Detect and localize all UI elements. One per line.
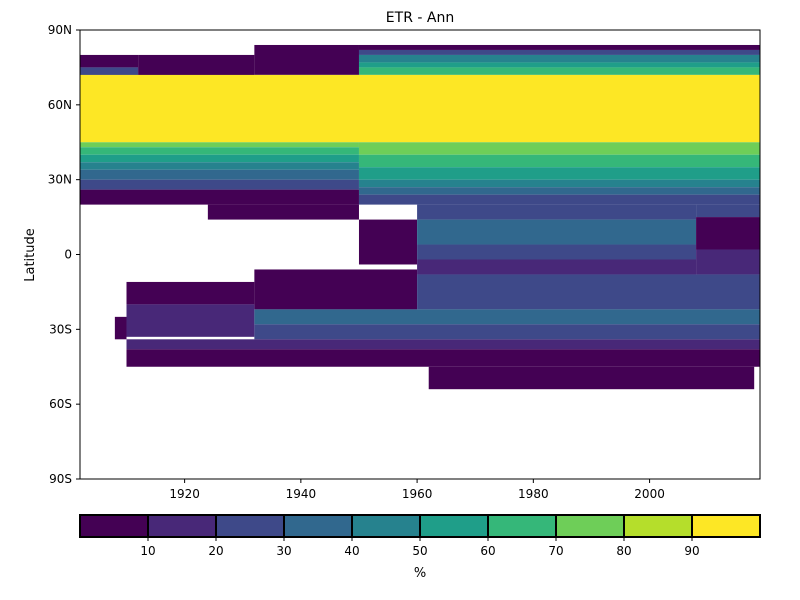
colorbar-bin-6	[487, 514, 557, 538]
heatmap-cell-7	[358, 62, 760, 68]
heatmap-cell-13	[80, 162, 359, 170]
heatmap-cell-0	[80, 54, 139, 68]
colorbar-tick-label: 10	[140, 544, 155, 558]
heatmap-cell-6	[358, 54, 760, 63]
heatmap-cell-22	[358, 194, 760, 205]
heatmap-cell-26	[417, 219, 697, 245]
heatmap-cell-18	[358, 154, 760, 168]
chart-title: ETR - Ann	[386, 10, 454, 26]
heatmap-cell-32	[254, 269, 418, 310]
heatmap-cell-12	[80, 154, 359, 163]
colorbar-bin-8	[623, 514, 693, 538]
heatmap-cell-29	[696, 204, 760, 218]
y-tick-label: 30S	[49, 322, 72, 336]
heatmap-cell-27	[417, 244, 697, 260]
heatmap-cell-31	[696, 249, 760, 275]
colorbar-tick-label: 40	[344, 544, 359, 558]
heatmap-cell-17	[358, 142, 760, 155]
colorbar-bin-1	[147, 514, 217, 538]
heatmap-cell-16	[80, 189, 359, 205]
heatmap-cell-40	[126, 349, 760, 367]
heatmap-cell-14	[80, 169, 359, 180]
heatmap-cell-19	[358, 167, 760, 180]
heatmap-cell-38	[254, 324, 761, 340]
x-tick-label: 1980	[518, 487, 549, 501]
heatmap-cell-36	[114, 316, 127, 340]
heatmap-cell-37	[254, 309, 761, 325]
heatmap-cell-23	[207, 204, 359, 220]
y-tick-label: 60S	[49, 397, 72, 411]
x-tick-label: 1960	[402, 487, 433, 501]
heatmap-cell-20	[358, 179, 760, 188]
heatmap-cell-5	[358, 49, 760, 55]
colorbar-bin-0	[79, 514, 149, 538]
colorbar-tick-label: 50	[412, 544, 427, 558]
heatmap-cell-11	[80, 147, 359, 155]
axes: 1920 1940 1960 1980 2000 90N 60N 30N 0 30S 60S 90S	[48, 23, 761, 501]
y-tick-label: 90N	[48, 23, 72, 37]
y-tick-label: 60N	[48, 98, 72, 112]
colorbar-bin-2	[215, 514, 285, 538]
x-tick-label: 1940	[286, 487, 317, 501]
y-axis-label: Latitude	[23, 228, 38, 282]
colorbar-tick-label: 20	[208, 544, 223, 558]
y-tick-label: 30N	[48, 173, 72, 187]
heatmap-cell-41	[428, 366, 755, 390]
colorbar-tick-label: 70	[548, 544, 563, 558]
colorbar-tick-label: 30	[276, 544, 291, 558]
heatmap-cell-35	[126, 304, 255, 337]
heatmap-cell-24	[358, 219, 418, 265]
heatmap-cell-15	[80, 179, 359, 190]
colorbar-tick-label: 90	[684, 544, 699, 558]
heatmap-cell-34	[126, 281, 255, 305]
colorbar-bin-3	[283, 514, 353, 538]
heatmap-cell-9	[80, 74, 760, 143]
heatmap-cell-21	[358, 187, 760, 195]
heatmap-cell-10	[80, 142, 359, 148]
x-tick-label: 2000	[634, 487, 665, 501]
y-tick-label: 0	[64, 248, 72, 262]
colorbar: 10 20 30 40 50 60 70 80 90	[79, 514, 761, 558]
heatmap-cell-30	[696, 217, 760, 250]
colorbar-tick-label: 60	[480, 544, 495, 558]
colorbar-bin-7	[555, 514, 625, 538]
y-tick-label: 90S	[49, 472, 72, 486]
heatmap-cell-25	[417, 204, 697, 220]
colorbar-label: %	[414, 566, 426, 581]
plot-area	[80, 44, 761, 390]
x-tick-label: 1920	[169, 487, 200, 501]
heatmap-cell-8	[358, 67, 760, 75]
colorbar-tick-label: 80	[616, 544, 631, 558]
colorbar-bin-4	[351, 514, 421, 538]
colorbar-bin-5	[419, 514, 489, 538]
heatmap-cell-4	[358, 44, 760, 50]
heatmap-cell-3	[254, 44, 359, 75]
colorbar-bin-9	[691, 514, 761, 538]
heatmap-cell-28	[417, 259, 697, 275]
heatmap-cell-33	[417, 274, 760, 310]
heatmap-cell-39	[126, 339, 760, 350]
